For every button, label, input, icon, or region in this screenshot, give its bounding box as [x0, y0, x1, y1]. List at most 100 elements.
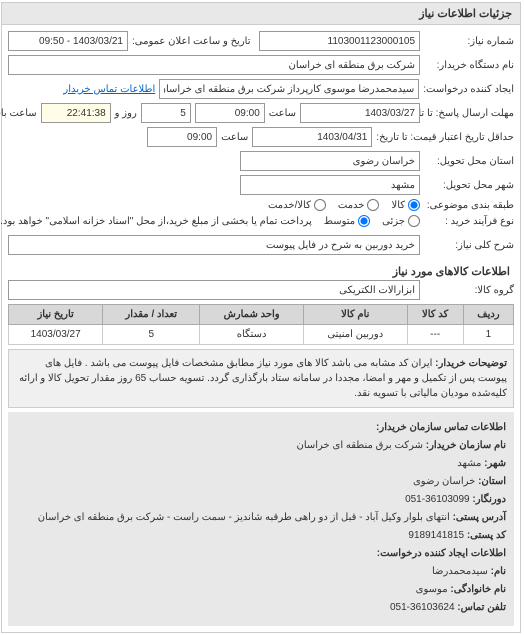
contact-city-line: شهر: مشهد: [17, 456, 507, 472]
contact-section: اطلاعات تماس سازمان خریدار: نام سازمان خ…: [9, 412, 515, 626]
contact-org: شرکت برق منطقه ای خراسان: [297, 440, 424, 451]
time-label-2: ساعت: [222, 132, 249, 143]
city-row: شهر محل تحویل:: [9, 175, 515, 195]
validity-date-input[interactable]: [253, 127, 373, 147]
requester-row: ایجاد کننده درخواست: اطلاعات تماس خریدار: [9, 79, 515, 99]
contact-fax: 36103099-051: [406, 494, 471, 505]
requester-input[interactable]: [160, 79, 420, 99]
radio-both[interactable]: کالا/خدمت: [269, 199, 327, 211]
contact-phone-label: تلفن تماس:: [458, 602, 507, 613]
response-deadline-row: مهلت ارسال پاسخ: تا تاریخ: ساعت روز و سا…: [9, 103, 515, 123]
need-desc-label: شرح کلی نیاز:: [425, 240, 515, 251]
contact-postal-label: کد پستی:: [468, 530, 507, 541]
contact-phone: 36103624-051: [391, 602, 456, 613]
purchase-process-label: نوع فرآیند خرید :: [425, 216, 515, 227]
contact-name-label: نام:: [492, 566, 507, 577]
explanation-box: توضیحات خریدار: ایران کد مشابه می باشد ک…: [9, 349, 515, 408]
purchase-process-options: جزئی متوسط: [325, 215, 421, 227]
radio-jozi-label: جزئی: [383, 216, 406, 227]
contact-fax-label: دورنگار:: [473, 494, 507, 505]
radio-khedmat[interactable]: خدمت: [339, 199, 381, 211]
province-label: استان محل تحویل:: [425, 156, 515, 167]
contact-postal: 9189141815: [409, 530, 465, 541]
col-qty: تعداد / مقدار: [104, 305, 201, 325]
device-name-label: نام دستگاه خریدار:: [425, 60, 515, 71]
contact-org-label: نام سازمان خریدار:: [427, 440, 507, 451]
contact-buyer-link[interactable]: اطلاعات تماس خریدار: [64, 84, 156, 95]
city-input[interactable]: [241, 175, 421, 195]
validity-time-input[interactable]: [148, 127, 218, 147]
table-row[interactable]: 1 --- دوربین امنیتی دستگاه 5 1403/03/27: [10, 325, 515, 345]
need-number-input[interactable]: [260, 31, 422, 51]
contact-province-label: استان:: [479, 476, 507, 487]
province-row: استان محل تحویل:: [9, 151, 515, 171]
radio-jozi[interactable]: جزئی: [383, 215, 421, 227]
purchase-process-row: نوع فرآیند خرید : جزئی متوسط پرداخت تمام…: [9, 215, 515, 227]
cell-code: ---: [408, 325, 464, 345]
col-row: ردیف: [464, 305, 514, 325]
col-code: کد کالا: [408, 305, 464, 325]
details-panel: جزئیات اطلاعات نیاز شماره نیاز: تاریخ و …: [2, 2, 522, 633]
explanation-text: ایران کد مشابه می باشد کالا های مورد نیا…: [20, 358, 508, 399]
goods-group-label: گروه کالا:: [425, 285, 515, 296]
subject-grouping-label: طبقه بندی موضوعی:: [425, 200, 515, 211]
public-datetime-input[interactable]: [9, 31, 129, 51]
contact-family: موسوی: [417, 584, 449, 595]
days-remaining-input[interactable]: [142, 103, 192, 123]
col-date: تاریخ نیاز: [10, 305, 104, 325]
contact-address-label: آدرس پستی:: [454, 512, 507, 523]
contact-address: انتهای بلوار وکیل آباد - قبل از دو راهی …: [39, 512, 451, 523]
contact-fax-line: دورنگار: 36103099-051: [17, 492, 507, 508]
cell-name: دوربین امنیتی: [305, 325, 408, 345]
contact-name-line: نام: سیدمحمدرضا: [17, 564, 507, 580]
response-deadline-label: مهلت ارسال پاسخ: تا تاریخ:: [425, 108, 515, 119]
cell-qty: 5: [104, 325, 201, 345]
goods-group-input[interactable]: [9, 280, 421, 300]
radio-kala-label: کالا: [392, 200, 406, 211]
panel-title: جزئیات اطلاعات نیاز: [3, 3, 521, 25]
cell-row: 1: [464, 325, 514, 345]
table-header-row: ردیف کد کالا نام کالا واحد شمارش تعداد /…: [10, 305, 515, 325]
goods-group-row: گروه کالا:: [9, 280, 515, 300]
explanation-label: توضیحات خریدار:: [436, 358, 508, 369]
remaining-label: ساعت باقی مانده: [0, 108, 38, 119]
need-desc-input[interactable]: [9, 235, 421, 255]
col-name: نام کالا: [305, 305, 408, 325]
radio-kala-input[interactable]: [409, 199, 421, 211]
contact-title: اطلاعات تماس سازمان خریدار:: [17, 420, 507, 436]
radio-kala[interactable]: کالا: [392, 199, 421, 211]
time-label-1: ساعت: [270, 108, 297, 119]
contact-city-label: شهر:: [485, 458, 507, 469]
cell-date: 1403/03/27: [10, 325, 104, 345]
radio-motevasset[interactable]: متوسط: [325, 215, 371, 227]
response-deadline-date-input[interactable]: [301, 103, 421, 123]
panel-body: شماره نیاز: تاریخ و ساعت اعلان عمومی: نا…: [3, 25, 521, 632]
province-input[interactable]: [241, 151, 421, 171]
need-number-row: شماره نیاز: تاریخ و ساعت اعلان عمومی:: [9, 31, 515, 51]
response-deadline-time-input[interactable]: [196, 103, 266, 123]
radio-motevasset-label: متوسط: [325, 216, 356, 227]
need-number-label: شماره نیاز:: [425, 36, 515, 47]
col-unit: واحد شمارش: [201, 305, 305, 325]
days-label: روز و: [116, 108, 138, 119]
contact-province: خراسان رضوی: [414, 476, 476, 487]
public-datetime-label: تاریخ و ساعت اعلان عمومی:: [133, 36, 252, 47]
radio-khedmat-input[interactable]: [368, 199, 380, 211]
goods-table: ردیف کد کالا نام کالا واحد شمارش تعداد /…: [9, 304, 515, 345]
purchase-note: پرداخت تمام یا بخشی از مبلغ خرید،از محل …: [1, 216, 313, 227]
contact-org-line: نام سازمان خریدار: شرکت برق منطقه ای خرا…: [17, 438, 507, 454]
creator-section-title: اطلاعات ایجاد کننده درخواست:: [17, 546, 507, 562]
need-desc-row: شرح کلی نیاز:: [9, 235, 515, 255]
requester-label: ایجاد کننده درخواست:: [424, 84, 515, 95]
device-name-input[interactable]: [9, 55, 421, 75]
contact-postal-line: کد پستی: 9189141815: [17, 528, 507, 544]
radio-both-label: کالا/خدمت: [269, 200, 312, 211]
radio-motevasset-input[interactable]: [359, 215, 371, 227]
time-remaining-input: [42, 103, 112, 123]
radio-khedmat-label: خدمت: [339, 200, 366, 211]
contact-province-line: استان: خراسان رضوی: [17, 474, 507, 490]
contact-name: سیدمحمدرضا: [433, 566, 489, 577]
radio-jozi-input[interactable]: [409, 215, 421, 227]
contact-address-line: آدرس پستی: انتهای بلوار وکیل آباد - قبل …: [17, 510, 507, 526]
radio-both-input[interactable]: [315, 199, 327, 211]
